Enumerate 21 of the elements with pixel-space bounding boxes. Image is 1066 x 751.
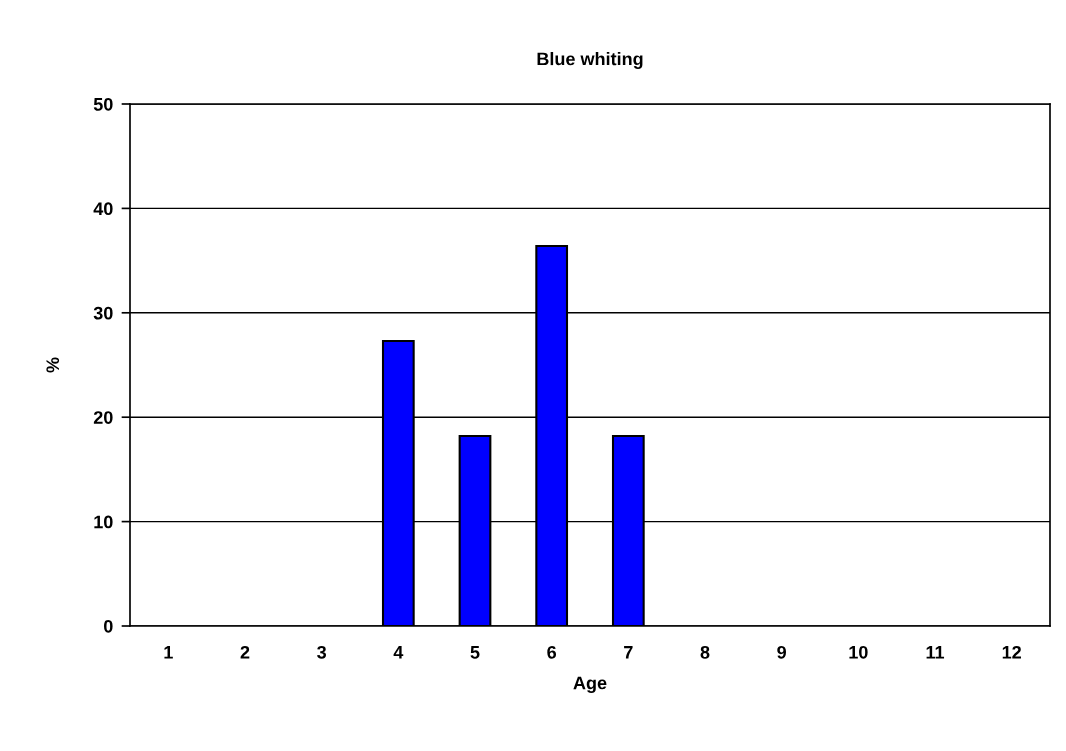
- x-tick-label: 2: [240, 645, 250, 659]
- x-tick-label: 5: [470, 646, 480, 659]
- x-tick-label: 7: [624, 646, 633, 659]
- x-tick-label: 3: [317, 645, 327, 659]
- x-tick-label: 4: [393, 646, 404, 659]
- x-axis-title: Age: [573, 676, 607, 693]
- x-tick-label: 6: [547, 645, 557, 659]
- y-tick-label: 0: [104, 619, 113, 633]
- x-tick-label: 12: [1002, 645, 1021, 659]
- x-tick-label: 11: [926, 646, 945, 659]
- x-tick-label: 9: [777, 645, 787, 659]
- x-tick-label: 1: [164, 646, 173, 659]
- y-axis-title: %: [46, 357, 60, 373]
- x-tick-label: 8: [700, 645, 710, 659]
- y-tick-label: 30: [93, 306, 113, 320]
- x-tick-label: 10: [849, 645, 868, 659]
- y-tick-label: 50: [93, 97, 113, 111]
- y-tick-label: 10: [94, 515, 113, 529]
- chart-title: Blue whiting: [537, 52, 643, 69]
- y-tick-label: 40: [93, 202, 113, 216]
- y-tick-label: 20: [93, 411, 113, 424]
